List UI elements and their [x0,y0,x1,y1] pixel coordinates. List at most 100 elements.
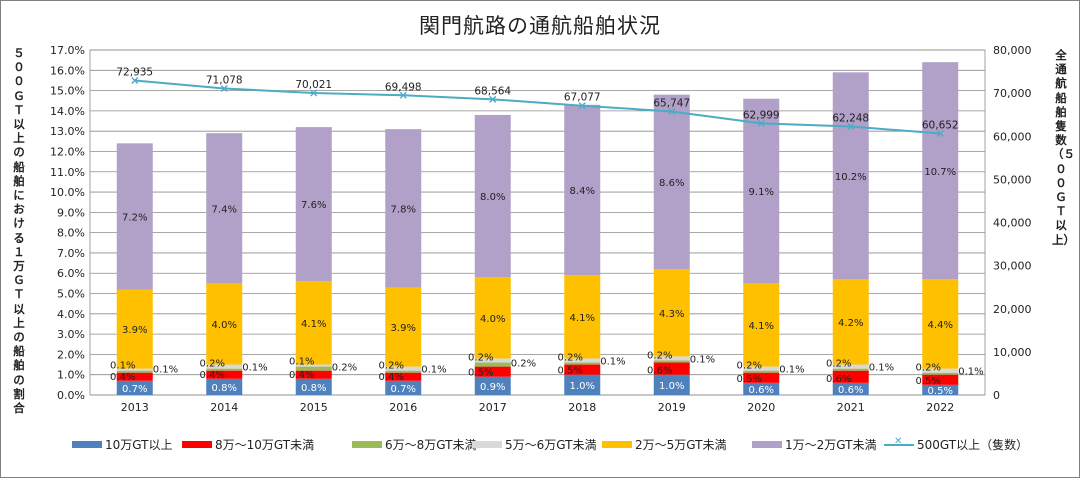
x-tick-label: 2018 [568,401,596,414]
legend-swatch [72,441,102,448]
bar-data-label: 0.1% [690,355,715,366]
bar-segment [295,366,332,371]
left-tick-label: 5.0% [57,288,85,301]
bar-data-label: 0.1% [421,365,446,376]
legend-label: 500GT以上（隻数） [917,438,1029,452]
bar-segment [743,372,780,383]
bar-data-label: 0.6% [749,385,774,396]
bar-data-label: 10.7% [924,167,956,178]
bar-segment [653,360,690,363]
line-marker [220,84,228,92]
bar-data-label: 0.9% [480,382,505,393]
bar-segment [474,277,511,359]
bar-data-label: 0.1% [958,367,983,378]
bar-segment [206,378,243,395]
bar-segment [206,283,243,365]
legend-label: 6万～8万GT未満 [385,438,477,452]
bar-data-label: 10.2% [835,172,867,183]
bar-data-label: 4.1% [301,319,326,330]
left-tick-label: 16.0% [50,64,85,77]
bar-segment [743,98,780,284]
line-series [134,79,941,135]
left-tick-label: 12.0% [50,145,85,158]
left-tick-label: 4.0% [57,308,85,321]
bar-segment [385,372,422,381]
bar-data-label: 0.2% [511,359,536,370]
bar-segment [653,269,690,357]
bar-data-label: 4.0% [480,314,505,325]
line-marker [310,89,318,97]
bar-segment [922,372,959,375]
left-tick-label: 15.0% [50,85,85,98]
bar-segment [832,368,869,371]
line-data-label: 60,652 [922,119,959,131]
bar-data-label: 0.2% [332,363,357,374]
bar-segment [743,366,780,371]
bar-segment [564,364,601,375]
bar-segment [922,368,959,373]
bar-data-label: 0.1% [110,361,135,372]
right-tick-label: 80,000 [993,44,1032,57]
legend-swatch [182,441,212,448]
left-tick-label: 13.0% [50,125,85,138]
line-marker [489,95,497,103]
bar-segment [653,362,690,375]
right-axis-title: 全通航船舶隻数（５００ＧＴ以上） [1052,48,1075,247]
bar-data-label: 4.3% [659,309,684,320]
bar-segment [832,382,869,395]
legend-item: 500GT以上（隻数） [884,436,1028,453]
bar-data-label: 1.0% [570,381,595,392]
left-tick-label: 11.0% [50,166,85,179]
bar-data-label: 0.1% [242,363,267,374]
bar-data-label: 0.2% [200,359,225,370]
bar-segment [832,364,869,369]
x-tick-label: 2014 [210,401,238,414]
x-tick-label: 2020 [747,401,775,414]
line-data-label: 65,747 [653,97,690,109]
legend-swatch [472,441,502,448]
bar-segment [116,289,153,369]
x-tick-label: 2016 [389,401,417,414]
line-marker [668,107,676,115]
x-tick-label: 2013 [121,401,149,414]
line-marker [936,129,944,137]
bar-segment [206,370,243,379]
right-tick-label: 30,000 [993,260,1032,273]
left-tick-label: 6.0% [57,267,85,280]
bar-data-label: 0.2% [826,359,851,370]
bar-segment [295,378,332,395]
x-tick-label: 2022 [926,401,954,414]
bar-data-label: 0.2% [916,363,941,374]
left-tick-label: 1.0% [57,369,85,382]
legend-label: 10万GT以上 [105,438,173,452]
legend-swatch [352,441,382,448]
legend-label: 5万～6万GT未満 [505,438,597,452]
bar-segment [385,287,422,367]
bar-segment [474,358,511,363]
bar-segment [295,127,332,282]
legend-swatch [752,441,782,448]
bar-segment [116,372,153,381]
left-tick-label: 14.0% [50,105,85,118]
bar-data-label: 8.6% [659,178,684,189]
chart-title: 関門航路の通航船舶状況 [419,14,661,38]
right-tick-label: 60,000 [993,130,1032,143]
bar-segment [653,356,690,361]
bar-segment [474,362,511,367]
bar-data-label: 0.8% [301,383,326,394]
legend-label: 1万～2万GT未満 [785,438,877,452]
x-tick-label: 2021 [837,401,865,414]
line-marker [399,91,407,99]
legend-item: 10万GT以上 [72,436,172,453]
bar-segment [922,62,959,280]
line-marker [847,123,855,131]
bar-segment [564,358,601,363]
x-tick-label: 2019 [658,401,686,414]
line-data-label: 62,999 [743,109,780,121]
legend-label: 2万～5万GT未満 [635,438,727,452]
bar-segment [564,104,601,276]
line-data-label: 70,021 [295,79,332,91]
bar-segment [206,133,243,284]
